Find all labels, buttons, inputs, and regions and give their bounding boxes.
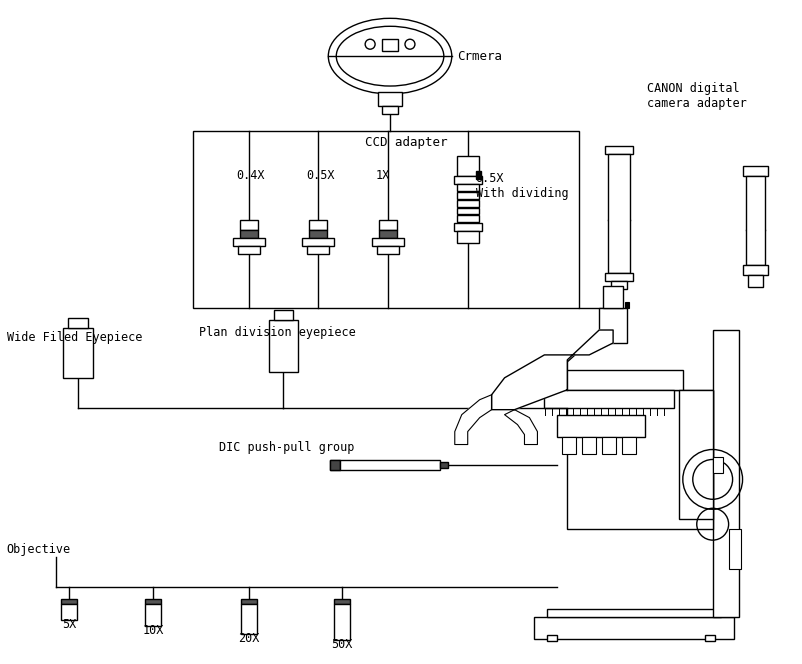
Bar xyxy=(548,635,557,641)
Bar xyxy=(457,216,479,222)
Bar xyxy=(62,599,77,604)
Bar xyxy=(192,131,579,308)
Bar xyxy=(713,330,739,617)
Bar xyxy=(378,92,402,106)
Ellipse shape xyxy=(328,19,452,94)
Text: 20X: 20X xyxy=(238,632,259,645)
Bar xyxy=(746,176,765,266)
Text: 0.5X: 0.5X xyxy=(306,169,335,182)
Text: Crmera: Crmera xyxy=(457,50,502,62)
Bar xyxy=(372,238,404,246)
Bar xyxy=(330,460,340,470)
Bar xyxy=(330,460,340,470)
Bar xyxy=(241,604,257,633)
Bar xyxy=(145,604,161,625)
Bar xyxy=(622,436,636,454)
Bar xyxy=(476,171,480,179)
Bar xyxy=(273,310,294,320)
Bar xyxy=(611,282,627,290)
Bar xyxy=(310,220,327,230)
Bar xyxy=(382,39,398,51)
Bar xyxy=(269,320,298,372)
Polygon shape xyxy=(504,410,537,444)
Bar xyxy=(340,460,439,470)
Bar xyxy=(678,390,713,519)
Bar xyxy=(62,604,77,620)
Bar xyxy=(233,238,265,246)
Bar xyxy=(457,156,479,176)
Bar xyxy=(302,238,334,246)
Bar xyxy=(457,192,479,199)
Bar xyxy=(457,184,479,191)
Bar xyxy=(334,604,350,639)
Bar xyxy=(747,276,764,288)
Bar xyxy=(599,308,627,343)
Text: Plan division eyepiece: Plan division eyepiece xyxy=(199,327,355,339)
Text: 1X: 1X xyxy=(376,169,391,182)
Bar xyxy=(379,220,397,230)
Text: 10X: 10X xyxy=(142,624,164,637)
Bar xyxy=(529,370,683,390)
Bar xyxy=(63,328,93,378)
Bar xyxy=(241,599,257,604)
Bar xyxy=(606,146,633,154)
Text: 5X: 5X xyxy=(63,618,76,631)
Bar xyxy=(743,166,768,176)
Bar xyxy=(602,436,616,454)
Bar xyxy=(729,529,740,569)
Bar xyxy=(743,266,768,276)
Bar xyxy=(457,200,479,207)
Text: 50X: 50X xyxy=(331,638,353,651)
Bar xyxy=(379,230,397,238)
Text: 0.5X
With dividing: 0.5X With dividing xyxy=(476,171,569,200)
Bar xyxy=(68,318,88,328)
Bar xyxy=(582,436,596,454)
Bar xyxy=(457,232,479,244)
Text: Wide Filed Eyepiece: Wide Filed Eyepiece xyxy=(6,331,142,345)
Bar xyxy=(545,390,674,408)
Bar xyxy=(713,457,723,473)
Bar xyxy=(603,286,623,308)
Bar xyxy=(534,617,734,639)
Ellipse shape xyxy=(336,27,444,86)
Bar xyxy=(562,436,577,454)
Text: 0.4X: 0.4X xyxy=(237,169,265,182)
Bar xyxy=(145,599,161,604)
Bar xyxy=(625,302,629,308)
Bar xyxy=(382,106,398,114)
Bar xyxy=(310,230,327,238)
Bar xyxy=(457,208,479,214)
Bar xyxy=(454,224,482,232)
Polygon shape xyxy=(455,394,492,444)
Bar xyxy=(237,246,260,254)
Text: Objective: Objective xyxy=(6,542,71,556)
Bar xyxy=(557,414,645,436)
Bar xyxy=(705,635,715,641)
Bar xyxy=(608,154,630,274)
Bar xyxy=(548,609,721,617)
Bar xyxy=(606,274,633,282)
Bar xyxy=(454,176,482,184)
Text: DIC push-pull group: DIC push-pull group xyxy=(219,441,354,454)
Bar xyxy=(567,390,713,529)
Text: CANON digital
camera adapter: CANON digital camera adapter xyxy=(647,82,747,110)
Bar xyxy=(334,599,350,604)
Bar xyxy=(240,230,257,238)
Text: CCD adapter: CCD adapter xyxy=(365,136,448,149)
Bar xyxy=(377,246,399,254)
Polygon shape xyxy=(492,330,613,410)
Bar xyxy=(307,246,330,254)
Bar xyxy=(439,462,448,468)
Bar xyxy=(240,220,257,230)
